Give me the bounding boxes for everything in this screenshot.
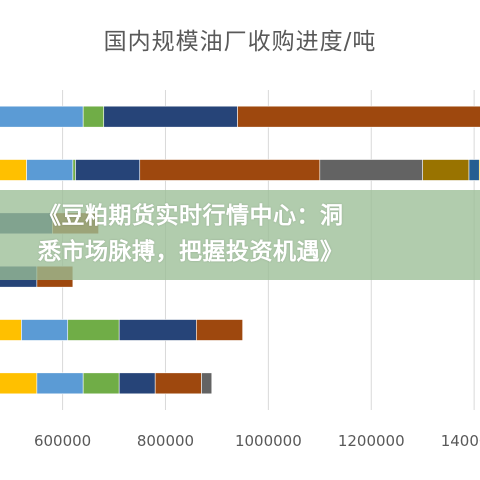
- bar-segment: [82, 372, 120, 395]
- bar-segment: [422, 159, 470, 181]
- bar-segment: [0, 159, 27, 181]
- promo-banner-text[interactable]: 《豆粕期货实时行情中心：洞 悉市场脉搏，把握投资机遇》: [38, 198, 458, 270]
- bar-segment: [0, 319, 22, 341]
- bar-segment: [67, 319, 120, 341]
- bar-segment: [75, 159, 141, 181]
- bar-segment: [237, 105, 480, 128]
- x-tick-label: 1400000: [441, 432, 480, 450]
- x-tick-label: 800000: [137, 432, 194, 450]
- bar-segment: [154, 372, 202, 395]
- bar-segment: [36, 372, 84, 395]
- x-tick-label: 1000000: [235, 432, 302, 450]
- bar-segment: [139, 159, 321, 181]
- chart-title: 国内规模油厂收购进度/吨: [103, 29, 377, 55]
- bar-segment: [0, 372, 38, 395]
- x-tick-label: 1200000: [338, 432, 405, 450]
- bar-segment: [118, 319, 197, 341]
- promo-banner-line-1: 《豆粕期货实时行情中心：洞: [38, 203, 344, 229]
- x-tick-label: 600000: [34, 432, 91, 450]
- promo-banner-line-2: 悉市场脉搏，把握投资机遇》: [38, 239, 344, 265]
- bar-segment: [21, 319, 69, 341]
- bar-segment: [103, 105, 238, 128]
- promo-banner[interactable]: [0, 190, 480, 280]
- bar-segment: [468, 159, 480, 181]
- bar-segment: [72, 159, 76, 181]
- bar-segment: [82, 105, 105, 128]
- bar-segment: [319, 159, 423, 181]
- bar-segment: [201, 372, 213, 395]
- bar-segment: [0, 105, 84, 128]
- bar-segment: [118, 372, 156, 395]
- bar-segment: [196, 319, 243, 341]
- bar-segment: [26, 159, 74, 181]
